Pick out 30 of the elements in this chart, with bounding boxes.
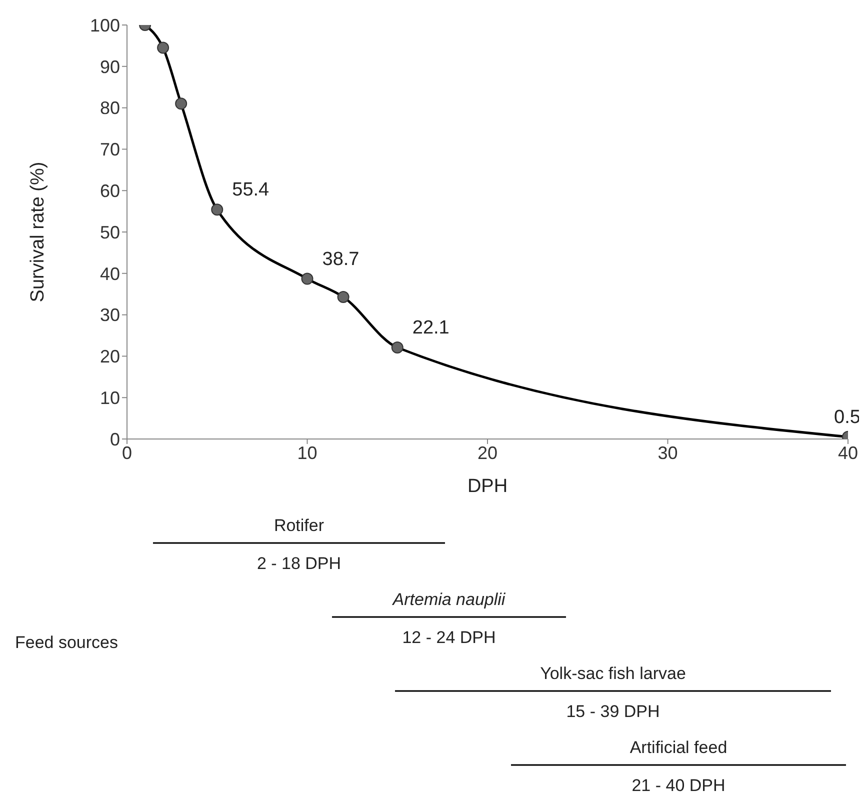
- y-tick-label: 90: [100, 56, 120, 77]
- y-tick-label: 40: [100, 264, 120, 284]
- y-tick-label: 0: [110, 429, 120, 450]
- x-tick-label: 40: [838, 442, 858, 463]
- data-label: 38.7: [322, 248, 360, 270]
- y-tick-label: 100: [90, 15, 120, 36]
- x-tick-label: 10: [297, 442, 318, 463]
- x-axis-title: DPH: [467, 476, 508, 497]
- text: 12 - 24 DPH: [402, 628, 496, 647]
- y-tick-label: 80: [100, 98, 120, 118]
- data-label: 55.4: [232, 180, 270, 201]
- text: 15 - 39 DPH: [566, 702, 660, 721]
- text: 21 - 40 DPH: [632, 776, 726, 795]
- y-tick-label: 10: [100, 388, 120, 408]
- text: Yolk-sac fish larvae: [540, 664, 686, 683]
- text: Artificial feed: [630, 738, 728, 757]
- x-tick-label: 0: [122, 442, 132, 463]
- text: 2 - 18 DPH: [256, 554, 342, 573]
- y-tick-label: 70: [100, 140, 120, 160]
- text: Feed sources: [15, 633, 118, 652]
- y-tick-label: 30: [100, 305, 120, 326]
- y-tick-label: 50: [100, 222, 120, 242]
- x-tick-label: 30: [658, 442, 678, 463]
- y-axis-title: Survival rate (%): [28, 162, 49, 302]
- text: Artemia nauplii: [392, 590, 506, 609]
- data-label: 22.1: [412, 318, 450, 339]
- y-tick-label: 60: [100, 180, 120, 201]
- y-tick-label: 20: [100, 346, 120, 367]
- text: Rotifer: [274, 516, 324, 535]
- x-tick-label: 20: [477, 442, 498, 463]
